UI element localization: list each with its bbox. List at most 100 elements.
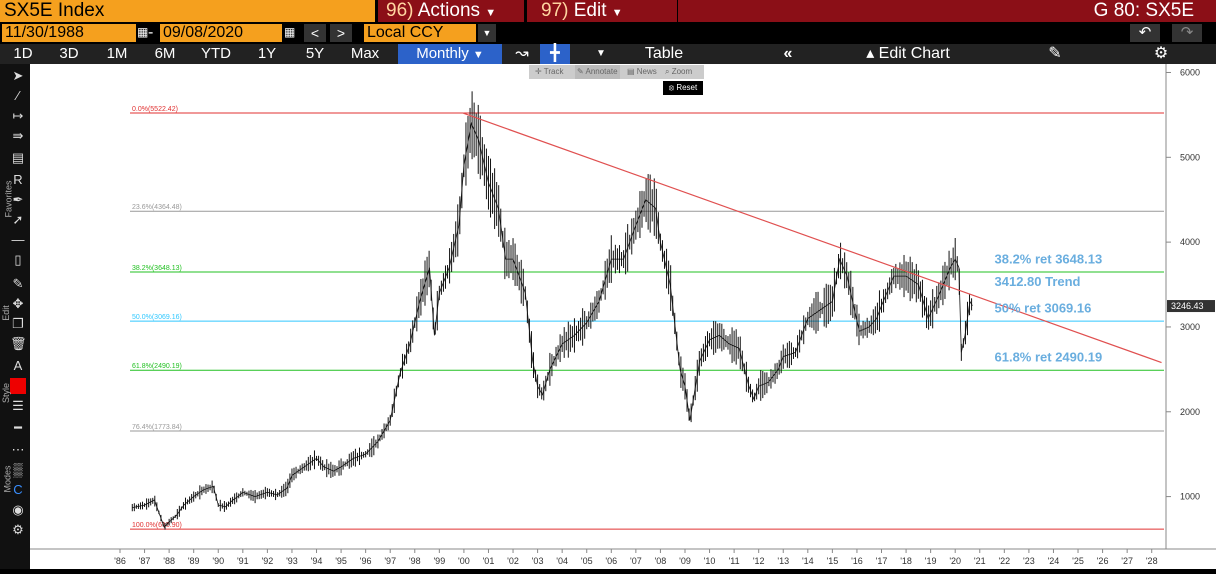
ray-icon[interactable]: R <box>13 172 23 187</box>
tool-sidebar: ➤ ∕ ↦ ⇛ ▤ R ✒ ➚ — ▯ ✎ ✥ ❐ 🗑 A ☰ ━ ⋯ ▒ C … <box>0 64 30 569</box>
track-tool[interactable]: ✛ Track <box>535 67 564 76</box>
modes-label: Modes <box>2 465 13 493</box>
x-tick-label: '16 <box>851 556 863 566</box>
period-select[interactable]: Monthly ▼ <box>398 44 502 64</box>
price-line <box>132 122 973 528</box>
range-tab-1y[interactable]: 1Y <box>257 45 277 62</box>
actions-menu-button[interactable]: 96) Actions ▼ <box>378 0 524 22</box>
pencil-icon[interactable]: ✎ <box>1048 45 1062 62</box>
bar-chart-icon[interactable]: ╋ <box>540 44 570 64</box>
start-date-field[interactable]: 11/30/1988 <box>2 24 136 42</box>
x-tick-label: '87 <box>139 556 151 566</box>
annotate-label: Annotate <box>585 67 618 76</box>
range-tab-max[interactable]: Max <box>350 45 380 62</box>
line-style-icon[interactable]: ━ <box>14 420 22 435</box>
fib-retracement-icon[interactable]: ▤ <box>11 150 25 165</box>
chart-code: G 80: SX5E <box>678 0 1216 22</box>
reset-button[interactable]: ⦻ Reset <box>663 81 703 95</box>
x-tick-label: '20 <box>949 556 961 566</box>
annotate-tool[interactable]: ✎ Annotate <box>575 65 620 79</box>
x-tick-label: '07 <box>630 556 642 566</box>
mode-c-icon[interactable]: C <box>13 482 23 497</box>
news-tool[interactable]: ▤ News <box>627 67 657 76</box>
zoom-label: Zoom <box>671 67 693 76</box>
x-tick-label: '11 <box>729 556 740 566</box>
chevron-down-icon: ▼ <box>472 49 484 61</box>
calendar-icon[interactable]: ▦ <box>137 25 149 39</box>
edit-chart-button[interactable]: ▴ Edit Chart <box>848 44 968 64</box>
table-button[interactable]: Table <box>616 44 712 64</box>
range-tab-1d[interactable]: 1D <box>13 45 33 62</box>
x-tick-label: '09 <box>679 556 691 566</box>
range-tab-ytd[interactable]: YTD <box>201 45 231 62</box>
prev-period-button[interactable]: < <box>304 24 326 42</box>
x-tick-label: '17 <box>876 556 888 566</box>
gear-icon[interactable]: ⚙ <box>1153 45 1169 62</box>
x-tick-label: '04 <box>556 556 568 566</box>
settings-icon[interactable]: ⚙ <box>12 522 24 537</box>
price-chart[interactable]: 1000 2000 3000 4000 5000 6000 '86 '87 '88 '89 '90 '… <box>30 64 1216 569</box>
table-label: Table <box>644 45 684 62</box>
edit-menu-button[interactable]: 97) Edit ▼ <box>527 0 677 22</box>
x-tick-label: '24 <box>1048 556 1060 566</box>
redo-button[interactable]: ↷ <box>1172 24 1202 42</box>
edit-number: 97) <box>541 0 569 21</box>
x-tick-label: '23 <box>1023 556 1035 566</box>
x-tick-label: '22 <box>998 556 1010 566</box>
y-tick-label: 4000 <box>1180 237 1200 247</box>
move-icon[interactable]: ✥ <box>12 296 24 311</box>
horizontal-line-icon[interactable]: — <box>11 232 25 247</box>
track-label: Track <box>543 67 564 76</box>
next-period-button[interactable]: > <box>330 24 352 42</box>
x-tick-label: '26 <box>1097 556 1109 566</box>
x-tick-label: '00 <box>458 556 470 566</box>
draw-icon[interactable]: ✎ <box>12 276 24 291</box>
currency-select[interactable]: Local CCY <box>364 24 476 42</box>
fib-level-label: 0.0%(5522.42) <box>132 106 178 113</box>
zoom-tool[interactable]: ⌕ Zoom <box>665 67 693 76</box>
x-tick-label: '03 <box>532 556 544 566</box>
trash-icon[interactable]: 🗑 <box>10 336 27 351</box>
end-date-value: 09/08/2020 <box>163 24 244 41</box>
line-weight-icon[interactable]: ☰ <box>12 398 24 413</box>
range-tab-3d[interactable]: 3D <box>59 45 79 62</box>
currency-dropdown-icon[interactable]: ▼ <box>478 24 496 42</box>
range-tab-1m[interactable]: 1M <box>106 45 128 62</box>
cursor-icon[interactable]: ➤ <box>12 68 24 83</box>
end-date-field[interactable]: 09/08/2020 <box>160 24 282 42</box>
fib-fan-icon[interactable]: ⇛ <box>12 128 24 143</box>
x-tick-label: '92 <box>262 556 274 566</box>
fibonacci-icon[interactable]: ↦ <box>12 108 24 123</box>
undo-button[interactable]: ↶ <box>1130 24 1160 42</box>
trend-icon[interactable]: ➚ <box>12 212 24 227</box>
x-tick-label: '27 <box>1121 556 1133 566</box>
range-tab-5y[interactable]: 5Y <box>305 45 325 62</box>
palette-icon[interactable]: ◉ <box>12 502 24 517</box>
last-price-label: 3246.43 <box>1171 301 1204 311</box>
line-chart-icon[interactable]: ↝ <box>515 45 529 62</box>
chevron-down-icon[interactable]: ▼ <box>596 48 606 59</box>
brush-icon[interactable]: ✒ <box>12 192 24 207</box>
channel-icon[interactable]: ▯ <box>14 252 22 267</box>
x-tick-label: '90 <box>212 556 224 566</box>
x-tick-label: '13 <box>777 556 789 566</box>
copy-icon[interactable]: ❐ <box>12 316 24 331</box>
y-tick-label: 2000 <box>1180 407 1200 417</box>
ticker-label: SX5E Index <box>4 0 105 21</box>
range-tab-6m[interactable]: 6M <box>154 45 176 62</box>
hatch-icon[interactable]: ▒ <box>13 462 23 477</box>
color-swatch-icon[interactable] <box>10 378 26 394</box>
fib-level-label: 76.4%(1773.84) <box>132 424 182 431</box>
text-icon[interactable]: A <box>13 358 23 373</box>
fib-level-label: 38.2%(3648.13) <box>132 265 182 272</box>
fib-level-label: 61.8%(2490.19) <box>132 363 182 370</box>
ticker-field[interactable]: SX5E Index <box>0 0 375 22</box>
plot-area[interactable]: 1000 2000 3000 4000 5000 6000 '86 '87 '88 '89 '90 '… <box>30 64 1216 569</box>
y-tick-label: 3000 <box>1180 322 1200 332</box>
line-tool-icon[interactable]: ∕ <box>16 88 20 103</box>
actions-number: 96) <box>386 0 414 21</box>
calendar-icon[interactable]: ▦ <box>284 25 296 39</box>
collapse-icon[interactable]: « <box>783 45 793 62</box>
dotted-line-icon[interactable]: ⋯ <box>11 442 25 457</box>
chart-tools-bar: ✛ Track ✎ Annotate ▤ News ⌕ Zoom <box>529 65 704 79</box>
